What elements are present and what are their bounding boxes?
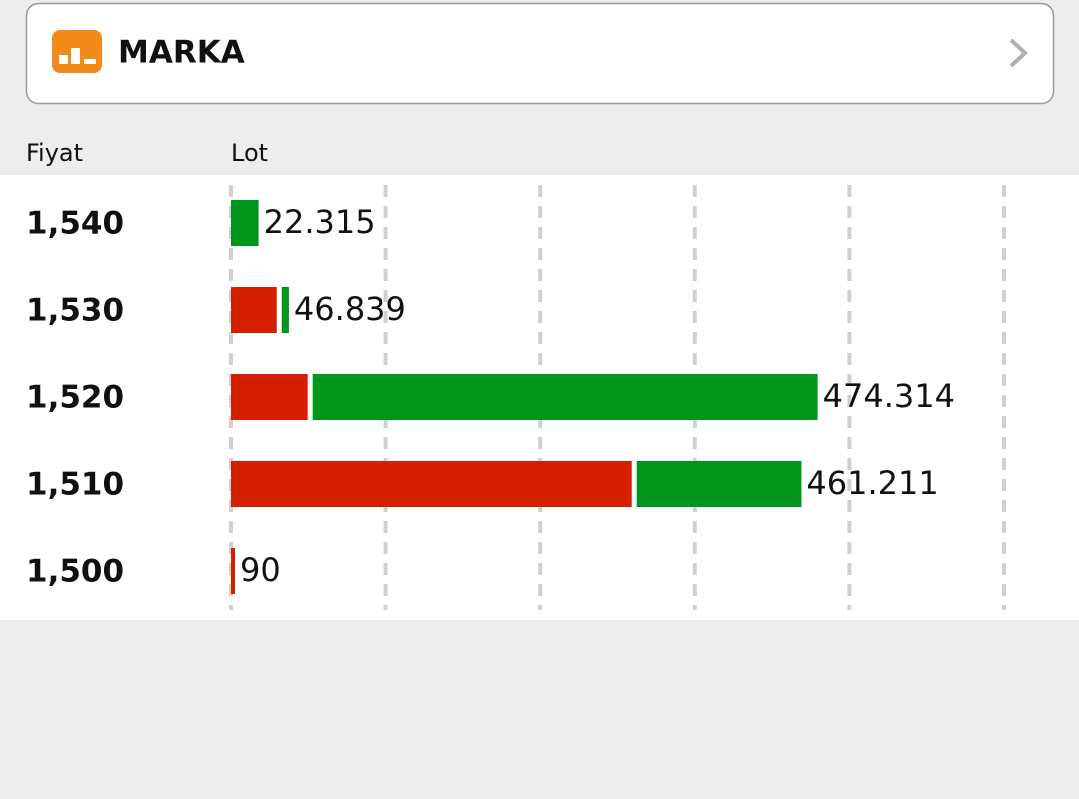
icon-part	[59, 55, 68, 64]
price-label: 1,530	[26, 293, 124, 329]
value-label: 46.839	[294, 290, 406, 328]
bar-segment	[231, 548, 235, 594]
icon-part	[71, 48, 80, 64]
price-label: 1,520	[26, 380, 124, 416]
bar-segment	[636, 461, 802, 507]
header-card[interactable]: MARKA	[25, 2, 1055, 105]
price-label: 1,510	[26, 467, 124, 503]
bar-segment	[231, 287, 277, 333]
value-label: 461.211	[806, 464, 938, 502]
bar-segment	[231, 374, 308, 420]
chevron[interactable]	[1009, 38, 1028, 68]
value-label: 22.315	[264, 203, 376, 241]
price-label: 1,540	[26, 206, 124, 242]
bar-segment	[281, 287, 289, 333]
bar-segment	[231, 200, 259, 246]
value-label: 90	[240, 551, 281, 589]
column-header: Fiyat	[26, 139, 83, 167]
card[interactable]	[25, 2, 1055, 105]
bar-segment	[312, 374, 818, 420]
icon-part	[84, 59, 96, 64]
title: MARKA	[118, 35, 245, 71]
bar-segment	[231, 461, 632, 507]
value-label: 474.314	[823, 377, 955, 415]
price-label: 1,500	[26, 554, 124, 590]
column-header: Lot	[231, 139, 268, 167]
